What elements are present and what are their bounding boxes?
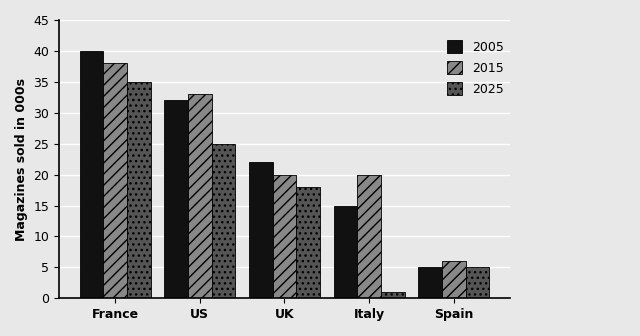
Bar [418, 267, 442, 298]
Y-axis label: Magazines sold in 000s: Magazines sold in 000s [15, 78, 28, 241]
Bar [249, 162, 273, 298]
Bar [188, 94, 212, 298]
Bar [164, 100, 188, 298]
Bar [442, 261, 466, 298]
Bar [296, 187, 320, 298]
Bar [466, 267, 490, 298]
Bar [357, 175, 381, 298]
Bar [333, 206, 357, 298]
Bar [273, 175, 296, 298]
Bar [79, 51, 103, 298]
Bar [127, 82, 151, 298]
Bar [381, 292, 404, 298]
Bar [212, 144, 236, 298]
Bar [103, 63, 127, 298]
Legend: 2005, 2015, 2025: 2005, 2015, 2025 [447, 40, 504, 96]
